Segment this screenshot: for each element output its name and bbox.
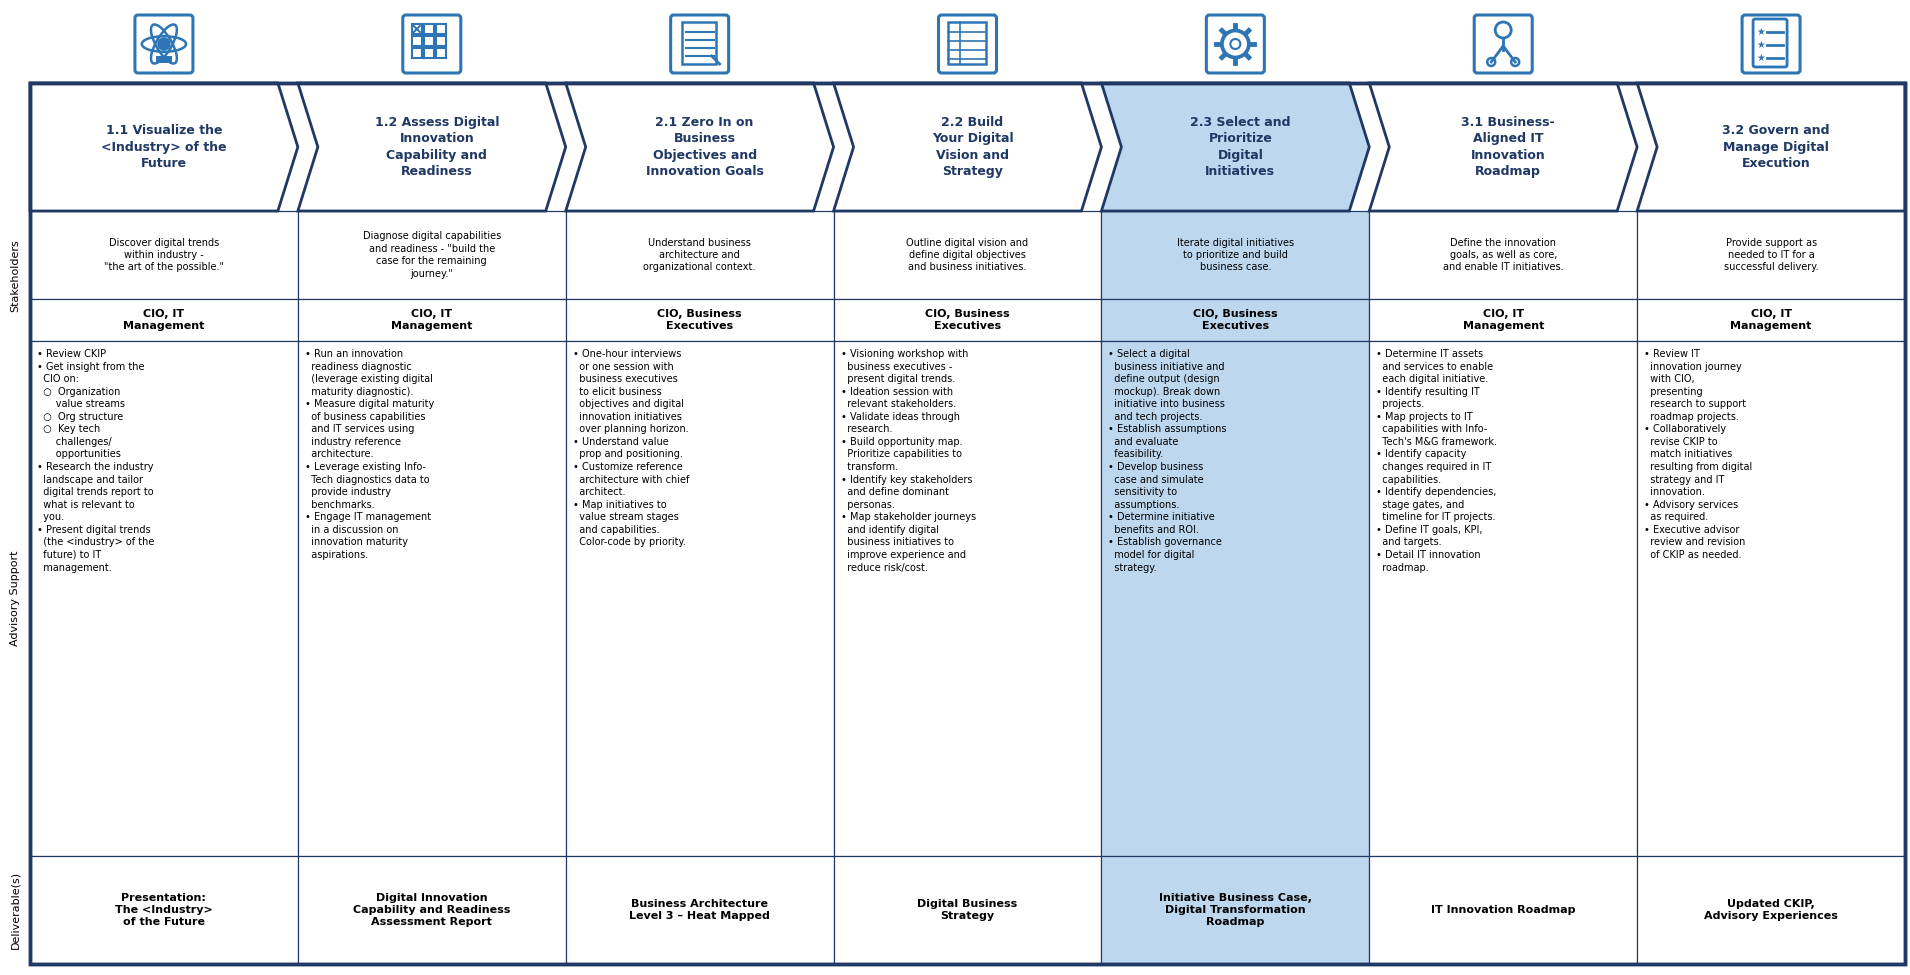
Text: • One-hour interviews
  or one session with
  business executives
  to elicit bu: • One-hour interviews or one session wit… [573,349,690,547]
Bar [565,299,833,341]
Text: • Review IT
  innovation journey
  with CIO,
  presenting
  research to support
: • Review IT innovation journey with CIO,… [1645,349,1751,560]
Bar [298,341,565,856]
Bar [298,299,565,341]
Text: Initiative Business Case,
Digital Transformation
Roadmap: Initiative Business Case, Digital Transf… [1159,892,1312,927]
Bar [565,856,833,964]
Bar [31,856,298,964]
Text: Define the innovation
goals, as well as core,
and enable IT initiatives.: Define the innovation goals, as well as … [1442,238,1564,272]
Polygon shape [833,83,1102,211]
Bar [413,24,422,34]
Text: Provide support as
needed to IT for a
successful delivery.: Provide support as needed to IT for a su… [1723,238,1818,272]
Text: 2.1 Zero In on
Business
Objectives and
Innovation Goals: 2.1 Zero In on Business Objectives and I… [646,116,764,178]
Text: Stakeholders: Stakeholders [10,240,19,312]
Text: 2.2 Build
Your Digital
Vision and
Strategy: 2.2 Build Your Digital Vision and Strate… [932,116,1014,178]
Text: 2.3 Select and
Prioritize
Digital
Initiatives: 2.3 Select and Prioritize Digital Initia… [1190,116,1291,178]
Bar [424,48,434,58]
Bar [298,211,565,299]
Text: Business Architecture
Level 3 – Heat Mapped: Business Architecture Level 3 – Heat Map… [628,899,770,921]
Bar [31,341,298,856]
Text: CIO, Business
Executives: CIO, Business Executives [1194,309,1278,332]
Text: ★: ★ [1757,40,1765,50]
Bar [1369,211,1637,299]
Text: Outline digital vision and
define digital objectives
and business initiatives.: Outline digital vision and define digita… [907,238,1029,272]
Bar [833,341,1102,856]
Text: • Select a digital
  business initiative and
  define output (design
  mockup). : • Select a digital business initiative a… [1108,349,1226,572]
Text: Understand business
architecture and
organizational context.: Understand business architecture and org… [644,238,756,272]
Bar [435,24,445,34]
Bar [1369,856,1637,964]
Bar [1637,856,1904,964]
Text: 1.1 Visualize the
<Industry> of the
Future: 1.1 Visualize the <Industry> of the Futu… [101,124,227,170]
Bar [413,48,422,58]
Bar [424,36,434,46]
Bar [1637,211,1904,299]
Bar [1102,211,1369,299]
Polygon shape [298,83,565,211]
Circle shape [1222,31,1249,57]
Text: CIO, Business
Executives: CIO, Business Executives [924,309,1010,332]
Text: ★: ★ [1757,53,1765,63]
Text: Digital Business
Strategy: Digital Business Strategy [917,899,1018,921]
Text: CIO, Business
Executives: CIO, Business Executives [657,309,741,332]
Bar [157,56,172,63]
Circle shape [159,38,170,50]
Text: Updated CKIP,
Advisory Experiences: Updated CKIP, Advisory Experiences [1704,899,1837,921]
Bar [1637,341,1904,856]
Bar [1369,299,1637,341]
Polygon shape [1637,83,1904,211]
Text: 1.2 Assess Digital
Innovation
Capability and
Readiness: 1.2 Assess Digital Innovation Capability… [374,116,499,178]
Text: CIO, IT
Management: CIO, IT Management [392,309,472,332]
Bar [1102,299,1369,341]
Text: Iterate digital initiatives
to prioritize and build
business case.: Iterate digital initiatives to prioritiz… [1177,238,1293,272]
Polygon shape [1369,83,1637,211]
Polygon shape [1102,83,1369,211]
Bar [0,83,31,964]
Bar [31,299,298,341]
Text: Discover digital trends
within industry -
"the art of the possible.": Discover digital trends within industry … [103,238,223,272]
Text: Deliverable(s): Deliverable(s) [10,871,19,949]
FancyBboxPatch shape [403,15,460,73]
Bar [1369,341,1637,856]
Bar [1102,856,1369,964]
Text: CIO, IT
Management: CIO, IT Management [1463,309,1543,332]
Bar [424,24,434,34]
Text: 3.2 Govern and
Manage Digital
Execution: 3.2 Govern and Manage Digital Execution [1723,124,1830,170]
FancyBboxPatch shape [1742,15,1799,73]
Bar [435,36,445,46]
Text: CIO, IT
Management: CIO, IT Management [124,309,204,332]
Text: • Visioning workshop with
  business executives -
  present digital trends.
• Id: • Visioning workshop with business execu… [840,349,976,572]
FancyBboxPatch shape [1207,15,1264,73]
Bar [565,211,833,299]
FancyBboxPatch shape [670,15,728,73]
Text: Diagnose digital capabilities
and readiness - "build the
case for the remaining
: Diagnose digital capabilities and readin… [363,231,500,279]
Bar [833,856,1102,964]
Bar [1637,299,1904,341]
Text: Advisory Support: Advisory Support [10,551,19,646]
FancyBboxPatch shape [1475,15,1532,73]
FancyBboxPatch shape [938,15,997,73]
Text: • Determine IT assets
  and services to enable
  each digital initiative.
• Iden: • Determine IT assets and services to en… [1377,349,1497,572]
Text: Digital Innovation
Capability and Readiness
Assessment Report: Digital Innovation Capability and Readin… [353,892,510,927]
FancyBboxPatch shape [136,15,193,73]
Bar [1102,341,1369,856]
Text: • Run an innovation
  readiness diagnostic
  (leverage existing digital
  maturi: • Run an innovation readiness diagnostic… [306,349,434,560]
Text: IT Innovation Roadmap: IT Innovation Roadmap [1431,905,1576,915]
Bar [833,211,1102,299]
Bar [833,299,1102,341]
Bar [298,856,565,964]
Bar [31,211,298,299]
Polygon shape [565,83,833,211]
Text: • Review CKIP
• Get insight from the
  CIO on:
  ○  Organization
      value str: • Review CKIP • Get insight from the CIO… [36,349,155,572]
Text: CIO, IT
Management: CIO, IT Management [1730,309,1813,332]
Text: ★: ★ [1757,27,1765,37]
Bar [413,36,422,46]
Polygon shape [31,83,298,211]
Bar [435,48,445,58]
Bar [565,341,833,856]
Text: 3.1 Business-
Aligned IT
Innovation
Roadmap: 3.1 Business- Aligned IT Innovation Road… [1461,116,1555,178]
Text: Presentation:
The <Industry>
of the Future: Presentation: The <Industry> of the Futu… [115,892,212,927]
